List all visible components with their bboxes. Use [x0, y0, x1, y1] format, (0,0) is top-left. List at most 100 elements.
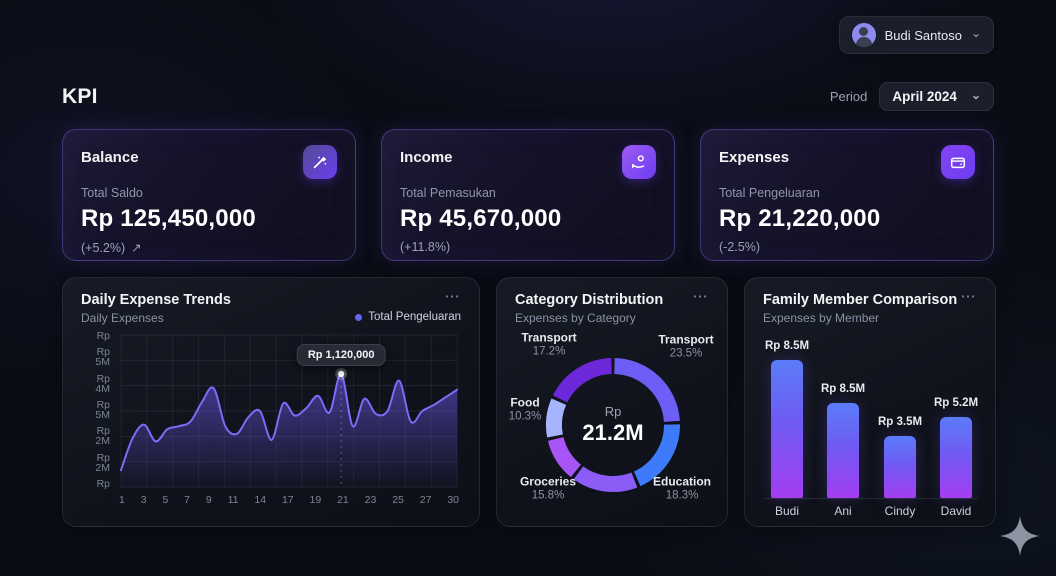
x-tick-label: 7 [184, 494, 190, 506]
card-value: Rp 45,670,000 [400, 205, 562, 232]
bar-ani [827, 403, 859, 498]
x-tick-label: 25 [392, 494, 404, 506]
card-title: Balance [81, 149, 139, 166]
period-label: Period [829, 89, 868, 104]
category-distribution-panel: Category Distribution Expenses by Catego… [496, 277, 728, 527]
bar-category-label: David [940, 504, 972, 518]
x-tick-label: 5 [162, 494, 169, 506]
panel-subtitle: Daily Expenses [81, 311, 164, 325]
y-tick-label: Rp [96, 477, 110, 490]
donut-label-transport-right: Transport 23.5% [658, 332, 714, 360]
balance-card: Balance Total Saldo Rp 125,450,000 (+5.2… [62, 129, 356, 261]
donut-segment [633, 424, 681, 487]
x-tick-label: 27 [419, 494, 432, 506]
donut-label-groceries: Groceries 15.8% [519, 474, 577, 502]
arrow-up-right-icon: ↗ [131, 241, 142, 255]
donut-center-label: Rp 21.2M [582, 404, 644, 445]
user-menu-button[interactable]: Budi Santoso ⌄ [838, 16, 994, 54]
bar-category-label: Ani [834, 504, 852, 518]
y-tick-label: Rp 2M [95, 451, 110, 474]
x-tick-label: 14 [254, 494, 267, 506]
chevron-down-icon: ⌄ [970, 87, 981, 102]
chevron-down-icon: ⌄ [970, 26, 981, 40]
magic-wand-icon [303, 145, 337, 179]
y-tick-label: Rp 5M [95, 398, 110, 421]
bar-category-label: Cindy [884, 504, 916, 518]
card-subtitle: Total Pengeluaran [719, 186, 820, 200]
x-tick-label: 21 [337, 494, 349, 506]
x-tick-label: 17 [281, 494, 294, 506]
card-change: (-2.5%) [719, 240, 760, 254]
sparkle-icon[interactable] [998, 514, 1042, 558]
card-subtitle: Total Saldo [81, 186, 143, 200]
income-card: Income Total Pemasukan Rp 45,670,000 (+1… [381, 129, 675, 261]
donut-label-transport-left: Transport 17.2% [521, 330, 577, 358]
y-tick-label: Rp 2M [95, 425, 110, 448]
panel-title: Category Distribution [515, 292, 664, 308]
bar-chart [763, 338, 977, 498]
kpi-header: KPI Period April 2024 ⌄ [62, 82, 994, 111]
x-tick-label: 1 [119, 494, 125, 506]
card-change: (+5.2%) ↗ [81, 240, 142, 256]
legend: Total Pengeluaran [355, 311, 461, 323]
bar-value-label: Rp 3.5M [877, 416, 923, 428]
user-avatar [851, 23, 876, 47]
panel-subtitle: Expenses by Member [763, 311, 880, 325]
y-tick-label: Rp 4M [95, 372, 110, 395]
card-title: Expenses [719, 149, 790, 166]
expenses-card: Expenses Total Pengeluaran Rp 21,220,000… [700, 129, 994, 261]
donut-segment [552, 358, 613, 403]
donut-segment [613, 358, 680, 423]
x-tick-label: 19 [309, 494, 322, 506]
bar-value-label: Rp 5.2M [933, 397, 979, 409]
x-tick-label: 23 [364, 494, 377, 506]
card-value: Rp 125,450,000 [81, 205, 256, 232]
panel-title: Daily Expense Trends [81, 292, 231, 308]
bar-value-label: Rp 8.5M [764, 340, 810, 352]
card-subtitle: Total Pemasukan [400, 186, 496, 200]
line-chart-plot: Rp 1,120,000 [117, 331, 461, 489]
family-member-comparison-panel: Family Member Comparison Expenses by Mem… [744, 277, 996, 527]
wallet-icon [941, 145, 975, 179]
bar-budi [771, 360, 803, 498]
card-title: Income [400, 149, 453, 166]
x-axis-labels: 1 3 5 7 9 11 14 17 19 21 23 25 27 30 [117, 494, 461, 506]
panel-title: Family Member Comparison [763, 292, 958, 308]
x-tick-label: 3 [140, 494, 147, 506]
more-menu-icon[interactable]: ⋯ [444, 288, 461, 305]
x-tick-label: 9 [205, 494, 212, 506]
donut-segment [545, 398, 567, 438]
hand-coin-icon [622, 145, 656, 179]
legend-label: Total Pengeluaran [368, 311, 461, 323]
panel-subtitle: Expenses by Category [515, 311, 636, 325]
period-control: Period April 2024 ⌄ [830, 82, 994, 111]
chart-tooltip: Rp 1,120,000 [296, 343, 386, 366]
bar-chart-axis [763, 498, 977, 499]
donut-label-food: Food 10.3% [508, 395, 542, 423]
user-name: Budi Santoso [884, 27, 962, 43]
kpi-cards: Balance Total Saldo Rp 125,450,000 (+5.2… [62, 129, 994, 261]
page-title: KPI [62, 84, 98, 108]
more-menu-icon[interactable]: ⋯ [692, 288, 709, 305]
donut-chart [545, 358, 681, 492]
y-axis-labels: Rp Rp 5M Rp 4M Rp 5M Rp 2M Rp 2M Rp [81, 331, 117, 489]
chart-panels: Daily Expense Trends Daily Expenses ⋯ To… [62, 277, 996, 527]
daily-expense-trends-panel: Daily Expense Trends Daily Expenses ⋯ To… [62, 277, 480, 527]
bar-cindy [884, 436, 916, 498]
bar-david [940, 417, 972, 498]
more-menu-icon[interactable]: ⋯ [960, 288, 977, 305]
period-select[interactable]: April 2024 ⌄ [879, 82, 994, 111]
x-tick-label: 30 [447, 494, 459, 506]
card-value: Rp 21,220,000 [719, 205, 881, 232]
x-tick-label: 11 [227, 494, 239, 506]
donut-label-education: Education 18.3% [652, 474, 712, 502]
topbar: Budi Santoso ⌄ [62, 16, 994, 54]
bar-value-label: Rp 8.5M [820, 383, 866, 395]
card-change: (+11.8%) [400, 240, 451, 254]
y-tick-label: Rp [96, 330, 110, 342]
donut-segment [573, 466, 638, 492]
legend-dot-icon [355, 313, 363, 321]
bar-category-label: Budi [774, 504, 800, 518]
period-value: April 2024 [892, 89, 957, 104]
